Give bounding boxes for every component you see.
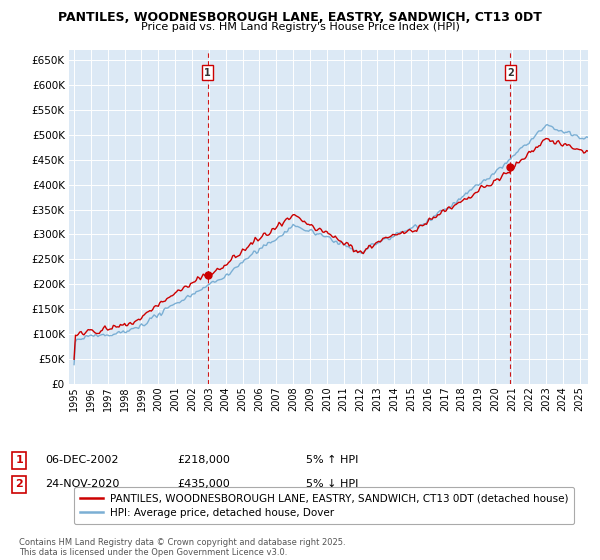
Text: 06-DEC-2002: 06-DEC-2002	[45, 455, 119, 465]
Legend: PANTILES, WOODNESBOROUGH LANE, EASTRY, SANDWICH, CT13 0DT (detached house), HPI:: PANTILES, WOODNESBOROUGH LANE, EASTRY, S…	[74, 487, 574, 524]
Text: Price paid vs. HM Land Registry's House Price Index (HPI): Price paid vs. HM Land Registry's House …	[140, 22, 460, 32]
Text: 5% ↑ HPI: 5% ↑ HPI	[306, 455, 358, 465]
Text: 2: 2	[507, 68, 514, 78]
Text: 24-NOV-2020: 24-NOV-2020	[45, 479, 119, 489]
Text: 1: 1	[204, 68, 211, 78]
Text: £435,000: £435,000	[177, 479, 230, 489]
Text: 1: 1	[16, 455, 23, 465]
Text: Contains HM Land Registry data © Crown copyright and database right 2025.
This d: Contains HM Land Registry data © Crown c…	[19, 538, 346, 557]
Text: 5% ↓ HPI: 5% ↓ HPI	[306, 479, 358, 489]
Text: PANTILES, WOODNESBOROUGH LANE, EASTRY, SANDWICH, CT13 0DT: PANTILES, WOODNESBOROUGH LANE, EASTRY, S…	[58, 11, 542, 24]
Text: 2: 2	[16, 479, 23, 489]
Text: £218,000: £218,000	[177, 455, 230, 465]
